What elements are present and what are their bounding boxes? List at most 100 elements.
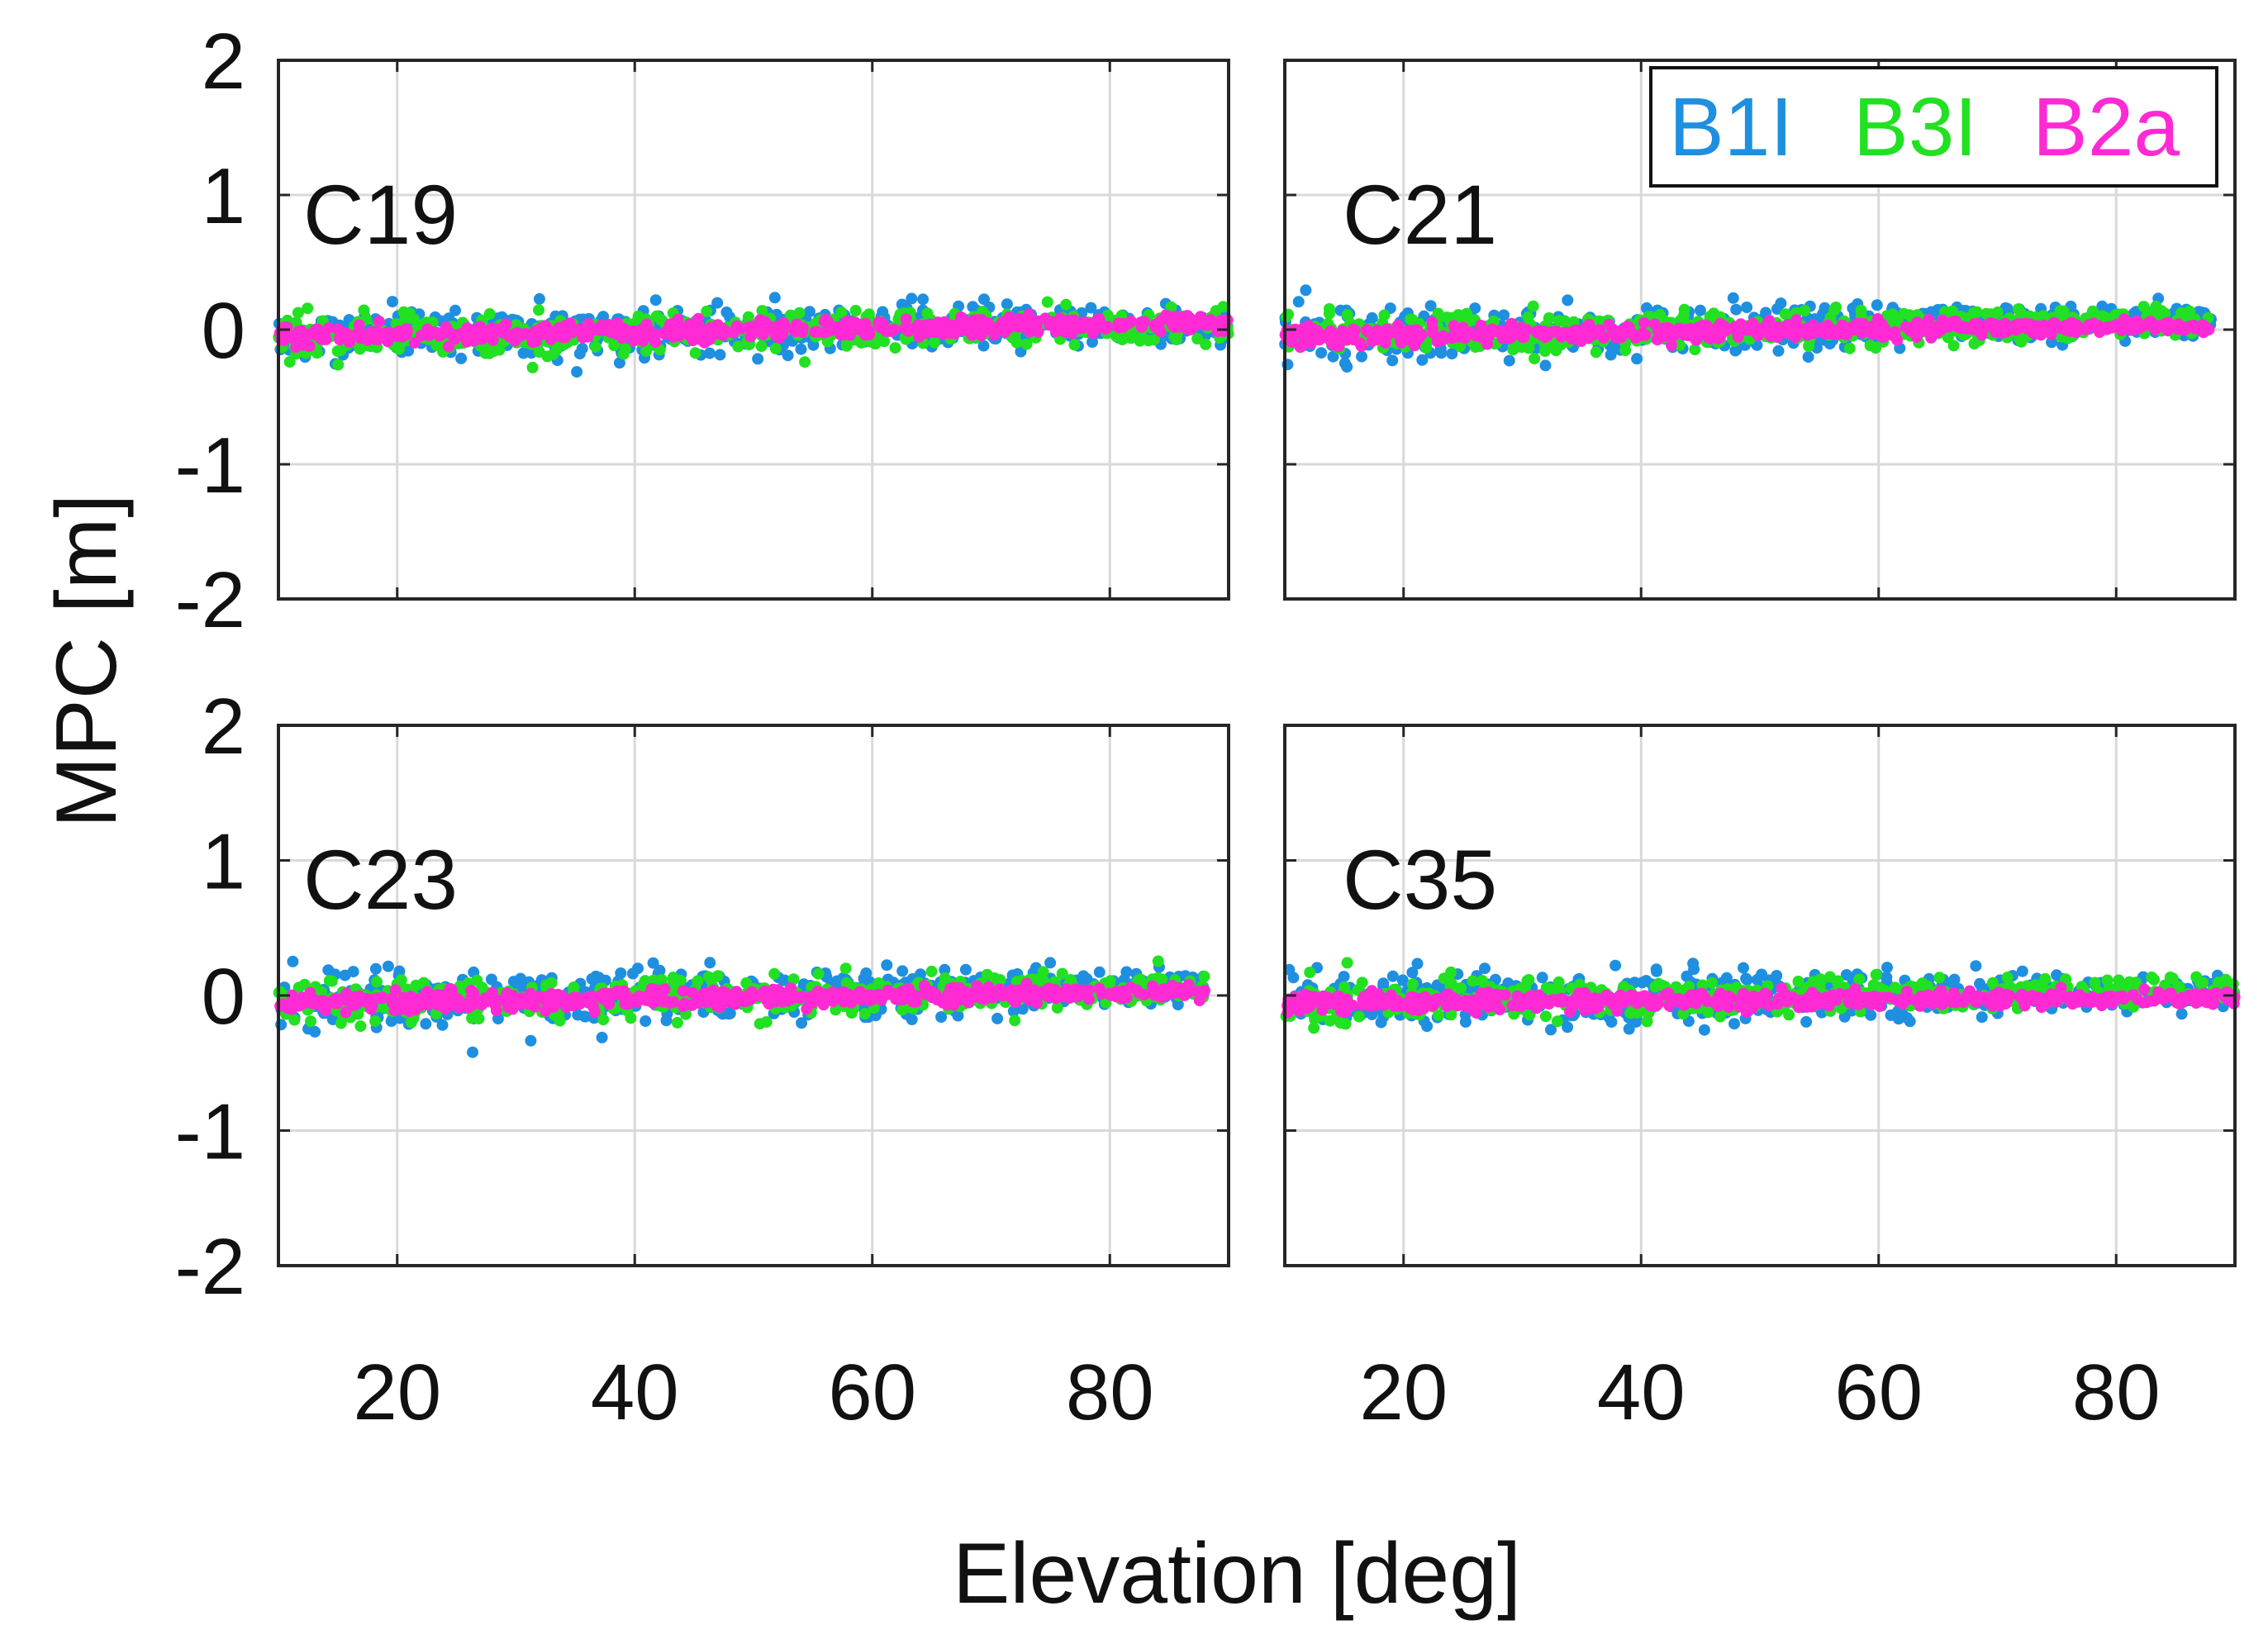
data-point bbox=[490, 1005, 502, 1017]
data-point bbox=[283, 356, 296, 368]
x-tick-label: 60 bbox=[828, 1348, 916, 1437]
data-point bbox=[2184, 305, 2195, 317]
data-point bbox=[334, 332, 345, 344]
data-point bbox=[1757, 326, 1769, 339]
data-point bbox=[1675, 327, 1687, 340]
data-point bbox=[1051, 322, 1063, 334]
data-point bbox=[1063, 991, 1076, 1004]
data-point bbox=[925, 965, 938, 977]
data-point bbox=[704, 347, 716, 359]
data-point bbox=[486, 326, 498, 339]
data-point bbox=[481, 995, 493, 1008]
data-point bbox=[1590, 346, 1602, 359]
data-point bbox=[896, 965, 909, 977]
data-point bbox=[991, 1012, 1004, 1024]
data-point bbox=[445, 983, 458, 995]
data-point bbox=[944, 990, 957, 1002]
data-point bbox=[584, 996, 597, 1009]
data-point bbox=[540, 1005, 552, 1017]
data-point bbox=[872, 988, 885, 1000]
data-point bbox=[1167, 983, 1179, 995]
data-point bbox=[1991, 306, 2004, 318]
data-point bbox=[1335, 335, 1348, 347]
data-point bbox=[1217, 301, 1229, 313]
data-point bbox=[719, 991, 731, 1004]
data-point bbox=[1459, 1016, 1472, 1028]
data-point bbox=[705, 994, 717, 1006]
data-point bbox=[1085, 302, 1097, 314]
data-point bbox=[1068, 339, 1081, 351]
data-point bbox=[849, 305, 862, 316]
x-tick-label: 40 bbox=[591, 1348, 679, 1437]
data-point bbox=[1800, 1015, 1813, 1028]
data-point bbox=[1154, 325, 1167, 338]
data-point bbox=[1117, 985, 1129, 997]
data-point bbox=[1201, 319, 1213, 331]
data-point bbox=[397, 330, 409, 343]
data-point bbox=[1505, 317, 1518, 330]
y-tick-label: -2 bbox=[175, 1223, 245, 1311]
data-point bbox=[613, 357, 625, 369]
data-point bbox=[829, 990, 841, 1002]
data-point bbox=[2012, 303, 2024, 316]
x-tick-label: 80 bbox=[1066, 1348, 1154, 1437]
data-point bbox=[1031, 973, 1044, 986]
data-point bbox=[509, 335, 521, 347]
data-point bbox=[869, 338, 882, 350]
data-point bbox=[354, 1020, 367, 1033]
data-point bbox=[2161, 325, 2174, 337]
data-point bbox=[467, 1046, 478, 1058]
data-point bbox=[373, 316, 385, 328]
data-point bbox=[1476, 328, 1487, 340]
data-point bbox=[1001, 298, 1013, 311]
data-point bbox=[1426, 316, 1438, 328]
data-point bbox=[1741, 302, 1753, 313]
data-point bbox=[392, 341, 404, 353]
data-point bbox=[1814, 324, 1827, 336]
data-point bbox=[719, 325, 731, 337]
data-point bbox=[525, 987, 536, 1000]
panel-label: C23 bbox=[303, 833, 458, 927]
data-point bbox=[1112, 317, 1124, 330]
data-point bbox=[1119, 331, 1131, 344]
data-point bbox=[292, 306, 304, 319]
data-point bbox=[649, 328, 662, 340]
data-point bbox=[906, 1014, 918, 1025]
data-point bbox=[640, 1015, 652, 1027]
data-point bbox=[1125, 316, 1137, 328]
data-point bbox=[2081, 323, 2094, 335]
data-point bbox=[2061, 319, 2073, 331]
data-point bbox=[1785, 328, 1797, 340]
data-point bbox=[974, 989, 987, 1001]
data-point bbox=[1638, 316, 1650, 329]
data-point bbox=[959, 963, 972, 976]
data-point bbox=[1575, 335, 1587, 347]
data-point bbox=[1514, 328, 1526, 340]
y-tick-label: 0 bbox=[202, 953, 245, 1041]
data-point bbox=[799, 356, 811, 368]
data-point bbox=[686, 986, 698, 999]
data-point bbox=[2027, 327, 2039, 340]
data-point bbox=[773, 320, 785, 332]
data-point bbox=[1616, 327, 1628, 340]
data-point bbox=[632, 962, 644, 975]
data-point bbox=[1871, 313, 1884, 325]
data-point bbox=[1120, 966, 1133, 978]
data-point bbox=[1020, 977, 1033, 990]
data-point bbox=[1431, 335, 1443, 348]
data-point bbox=[326, 975, 338, 987]
data-point bbox=[2174, 320, 2186, 332]
data-point bbox=[706, 974, 718, 986]
data-point bbox=[473, 1013, 485, 1025]
data-point bbox=[1594, 326, 1605, 339]
y-tick-label: 2 bbox=[202, 682, 245, 771]
data-point bbox=[1678, 303, 1690, 316]
y-tick-label: -2 bbox=[175, 556, 245, 644]
data-point bbox=[290, 1000, 302, 1012]
data-point bbox=[1648, 318, 1661, 330]
data-point bbox=[1341, 361, 1353, 373]
data-point bbox=[540, 991, 552, 1004]
data-point bbox=[2041, 325, 2053, 337]
data-point bbox=[939, 316, 950, 328]
